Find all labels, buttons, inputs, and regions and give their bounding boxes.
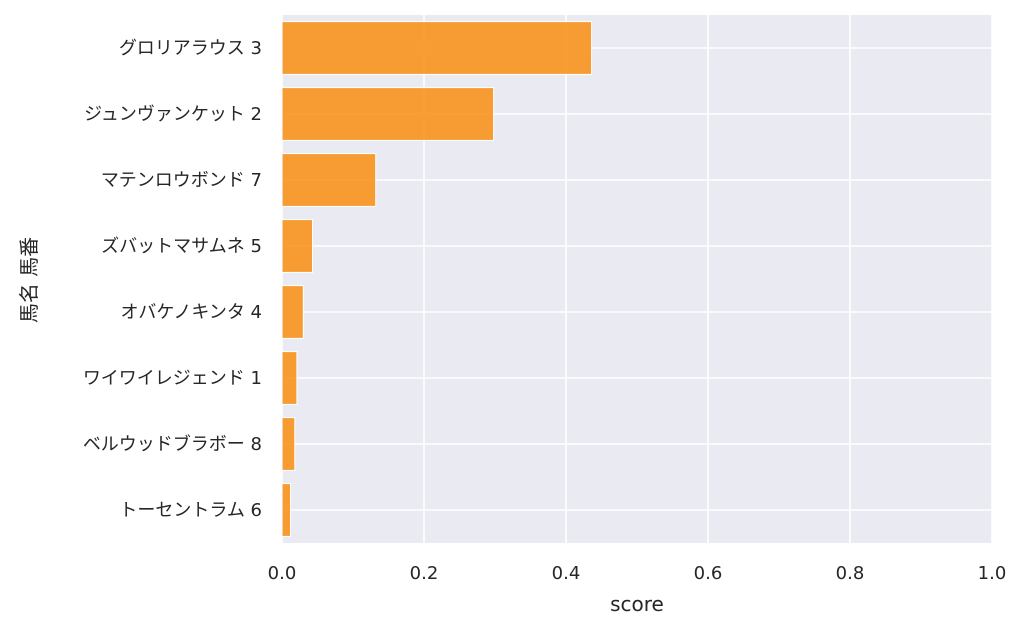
category-label: オバケノキンタ 4: [120, 302, 262, 323]
x-tick-label: 0.0: [268, 563, 297, 584]
x-tick-labels: 0.0 0.2 0.4 0.6 0.8 1.0: [268, 563, 1007, 584]
category-label: ワイワイレジェンド 1: [83, 368, 262, 389]
bar: [281, 417, 296, 471]
category-label: ジュンヴァンケット 2: [84, 104, 262, 125]
bar: [281, 351, 298, 405]
y-axis-label: 馬名 馬番: [17, 237, 41, 323]
bar: [281, 153, 377, 207]
bar: [281, 87, 495, 141]
bar: [281, 21, 593, 75]
bars: [281, 21, 593, 537]
category-label: マテンロウボンド 7: [101, 170, 262, 191]
x-tick-label: 0.2: [410, 563, 439, 584]
category-label: ズバットマサムネ 5: [101, 236, 262, 257]
bar: [281, 285, 304, 339]
x-tick-label: 1.0: [978, 563, 1007, 584]
x-tick-label: 0.6: [694, 563, 723, 584]
category-label: グロリアラウス 3: [119, 38, 262, 59]
x-axis-label: score: [610, 592, 664, 616]
x-tick-label: 0.4: [552, 563, 581, 584]
x-tick-label: 0.8: [836, 563, 865, 584]
category-labels: グロリアラウス 3 ジュンヴァンケット 2 マテンロウボンド 7 ズバットマサムネ 5…: [83, 38, 262, 521]
category-label: ベルウッドブラボー 8: [83, 433, 262, 455]
bar: [281, 219, 314, 273]
category-label: トーセントラム 6: [119, 500, 262, 521]
bar: [281, 483, 292, 537]
